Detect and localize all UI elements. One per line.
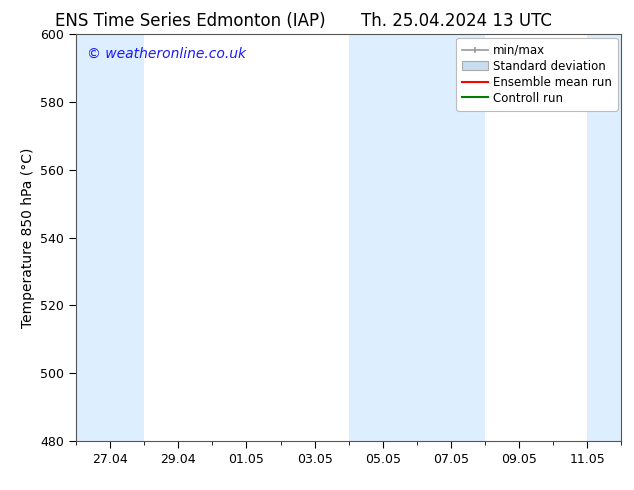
Bar bbox=[76, 34, 144, 441]
Text: ENS Time Series Edmonton (IAP): ENS Time Series Edmonton (IAP) bbox=[55, 12, 325, 30]
Text: © weatheronline.co.uk: © weatheronline.co.uk bbox=[87, 47, 246, 60]
Bar bbox=[587, 34, 621, 441]
Bar bbox=[349, 34, 485, 441]
Text: Th. 25.04.2024 13 UTC: Th. 25.04.2024 13 UTC bbox=[361, 12, 552, 30]
Legend: min/max, Standard deviation, Ensemble mean run, Controll run: min/max, Standard deviation, Ensemble me… bbox=[456, 38, 618, 111]
Y-axis label: Temperature 850 hPa (°C): Temperature 850 hPa (°C) bbox=[21, 147, 35, 328]
